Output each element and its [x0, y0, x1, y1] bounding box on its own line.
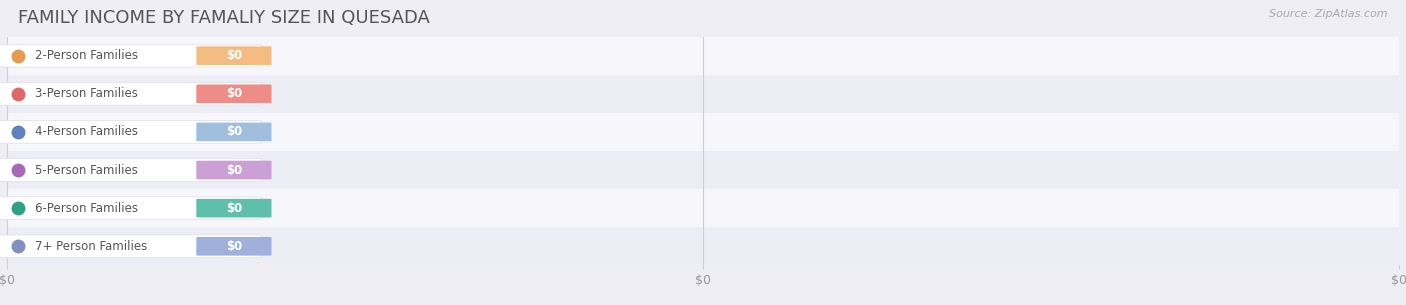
FancyBboxPatch shape	[197, 84, 271, 103]
Text: 6-Person Families: 6-Person Families	[35, 202, 138, 215]
FancyBboxPatch shape	[0, 82, 262, 105]
Bar	[7, 227, 1399, 265]
Text: FAMILY INCOME BY FAMALIY SIZE IN QUESADA: FAMILY INCOME BY FAMALIY SIZE IN QUESADA	[18, 9, 430, 27]
FancyBboxPatch shape	[197, 199, 271, 217]
Text: 7+ Person Families: 7+ Person Families	[35, 240, 148, 253]
Text: 4-Person Families: 4-Person Families	[35, 125, 138, 138]
FancyBboxPatch shape	[0, 235, 262, 258]
Bar	[7, 113, 1399, 151]
Text: 5-Person Families: 5-Person Families	[35, 163, 138, 177]
Text: $0: $0	[226, 49, 242, 62]
Text: Source: ZipAtlas.com: Source: ZipAtlas.com	[1270, 9, 1388, 19]
FancyBboxPatch shape	[0, 44, 262, 67]
Bar	[7, 37, 1399, 75]
FancyBboxPatch shape	[0, 159, 262, 181]
FancyBboxPatch shape	[197, 123, 271, 141]
Text: 3-Person Families: 3-Person Families	[35, 87, 138, 100]
Text: 2-Person Families: 2-Person Families	[35, 49, 138, 62]
FancyBboxPatch shape	[197, 161, 271, 179]
FancyBboxPatch shape	[0, 120, 262, 143]
Text: $0: $0	[226, 87, 242, 100]
Text: $0: $0	[226, 202, 242, 215]
Bar	[7, 151, 1399, 189]
Text: $0: $0	[226, 240, 242, 253]
FancyBboxPatch shape	[197, 46, 271, 65]
Bar	[7, 189, 1399, 227]
Text: $0: $0	[226, 163, 242, 177]
FancyBboxPatch shape	[197, 237, 271, 256]
Bar	[7, 75, 1399, 113]
FancyBboxPatch shape	[0, 197, 262, 220]
Text: $0: $0	[226, 125, 242, 138]
